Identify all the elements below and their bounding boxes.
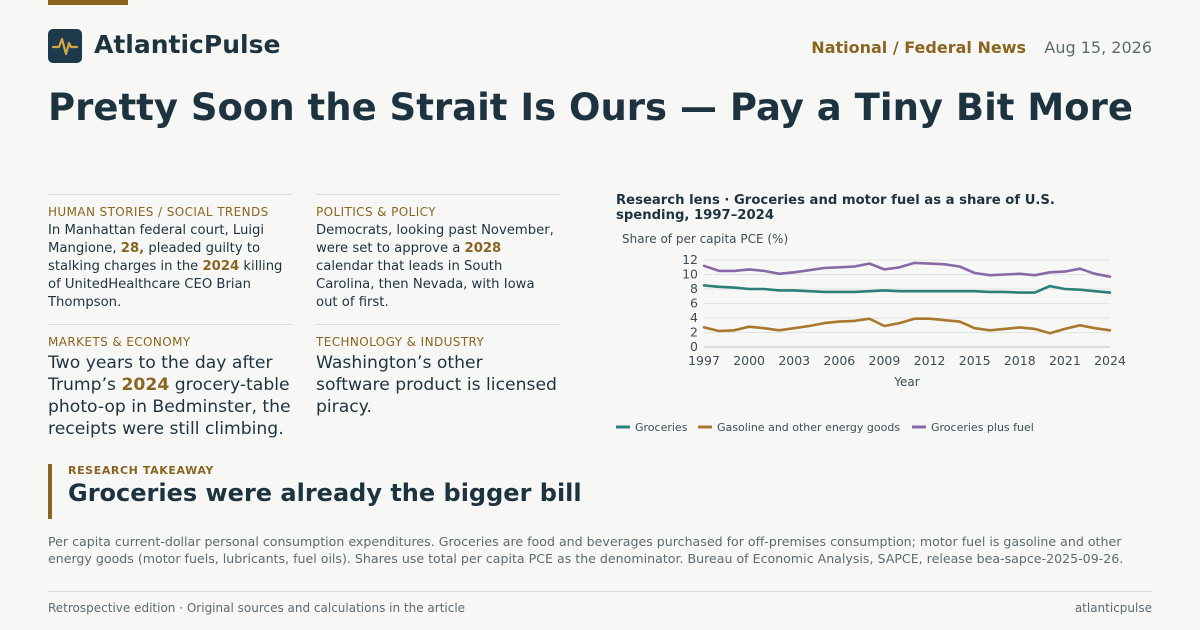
section-label[interactable]: National / Federal News — [811, 38, 1026, 57]
highlight-number: 2028 — [464, 241, 502, 256]
x-tick-label: 1997 — [688, 353, 720, 368]
y-tick-label: 12 — [682, 252, 698, 267]
x-tick-label: 2015 — [959, 353, 991, 368]
x-tick-label: 2012 — [914, 353, 946, 368]
takeaway-kicker: RESEARCH TAKEAWAY — [68, 464, 214, 477]
card-text: Two years to the day after Trump’s — [48, 353, 273, 395]
legend-entry: Groceries — [635, 421, 688, 434]
takeaway-title: Groceries were already the bigger bill — [68, 479, 582, 507]
x-tick-label: 2009 — [869, 353, 901, 368]
story-card-markets[interactable]: MARKETS & ECONOMY Two years to the day a… — [48, 324, 292, 440]
card-body: In Manhattan federal court, Luigi Mangio… — [48, 222, 292, 312]
publish-date: Aug 15, 2026 — [1044, 38, 1152, 57]
headline: Pretty Soon the Strait Is Ours — Pay a T… — [48, 86, 1133, 129]
card-text: killing of UnitedHealthcare CEO Brian Th… — [48, 259, 283, 310]
x-tick-label: 2021 — [1049, 353, 1081, 368]
series-line-1 — [702, 317, 1112, 335]
card-text: Washington’s other software product is l… — [316, 353, 557, 417]
card-kicker: HUMAN STORIES / SOCIAL TRENDS — [48, 205, 269, 219]
card-body: Washington’s other software product is l… — [316, 352, 560, 418]
source-note: Per capita current-dollar personal consu… — [48, 534, 1124, 566]
x-tick-label: 2000 — [733, 353, 765, 368]
y-tick-label: 6 — [690, 296, 698, 311]
series-line-2 — [702, 261, 1112, 279]
footer-site[interactable]: atlanticpulse — [1074, 601, 1152, 615]
highlight-number: 2024 — [202, 259, 240, 274]
card-kicker: POLITICS & POLICY — [316, 205, 436, 219]
research-takeaway: RESEARCH TAKEAWAY Groceries were already… — [48, 464, 608, 519]
card-text: Democrats, looking past November, were s… — [316, 223, 554, 256]
pulse-icon[interactable] — [48, 29, 82, 63]
story-card-politics[interactable]: POLITICS & POLICY Democrats, looking pas… — [316, 194, 560, 312]
legend-entry: Groceries plus fuel — [931, 421, 1034, 434]
x-tick-label: 2006 — [823, 353, 855, 368]
x-tick-label: 2024 — [1094, 353, 1126, 368]
accent-bar — [48, 0, 128, 5]
x-axis-label: Year — [893, 375, 919, 389]
legend-entry: Gasoline and other energy goods — [717, 421, 900, 434]
story-card-human[interactable]: HUMAN STORIES / SOCIAL TRENDS In Manhatt… — [48, 194, 292, 312]
series-line-0 — [702, 284, 1112, 294]
footer-divider — [48, 591, 1152, 592]
highlight-number: 2024 — [121, 375, 170, 395]
card-text: In Manhattan federal court, Luigi Mangio… — [48, 223, 265, 256]
story-card-technology[interactable]: TECHNOLOGY & INDUSTRY Washington’s other… — [316, 324, 560, 418]
y-tick-label: 0 — [690, 339, 698, 354]
card-body: Two years to the day after Trump’s 2024 … — [48, 352, 292, 440]
chart-title: Research lens · Groceries and motor fuel… — [616, 193, 1055, 223]
footer-edition: Retrospective edition · Original sources… — [48, 601, 466, 615]
card-text: calendar that leads in South Carolina, t… — [316, 259, 535, 310]
card-kicker: TECHNOLOGY & INDUSTRY — [316, 335, 485, 349]
x-tick-label: 2003 — [778, 353, 810, 368]
brand-name[interactable]: AtlanticPulse — [94, 30, 281, 59]
y-tick-label: 10 — [682, 267, 698, 282]
y-axis-label: Share of per capita PCE (%) — [622, 232, 788, 246]
highlight-number: 28, — [120, 241, 145, 256]
y-tick-label: 4 — [690, 310, 698, 325]
x-tick-label: 2018 — [1004, 353, 1036, 368]
y-tick-label: 2 — [690, 325, 698, 340]
card-body: Democrats, looking past November, were s… — [316, 222, 560, 312]
card-kicker: MARKETS & ECONOMY — [48, 335, 191, 349]
y-tick-label: 8 — [690, 281, 698, 296]
card-text: pleaded guilty to stalking charges in th… — [48, 241, 261, 274]
card-text: grocery-table photo-op in Bedminster, th… — [48, 375, 291, 439]
